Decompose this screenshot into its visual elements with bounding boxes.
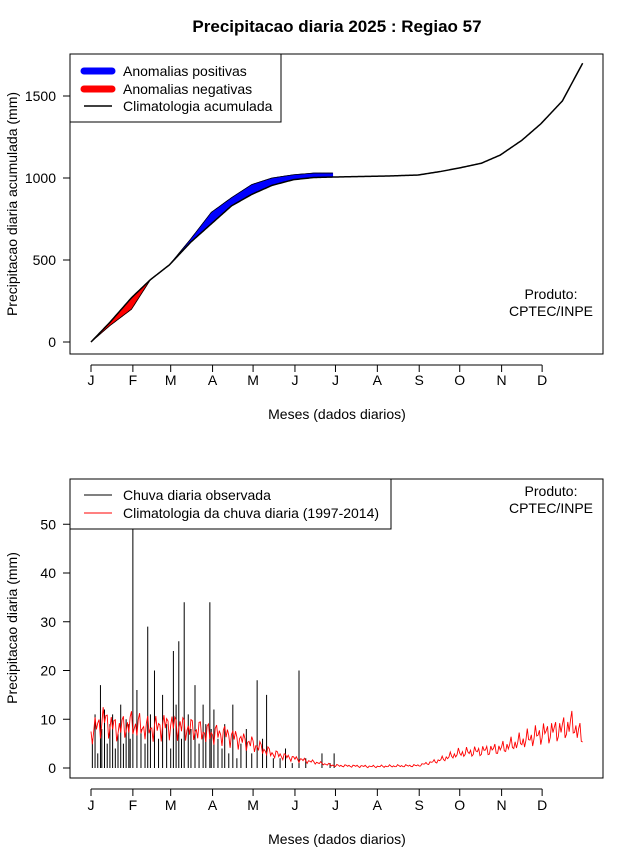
x-month-top-tick-label: M (165, 372, 177, 388)
x-month-top-tick-label: D (537, 372, 547, 388)
y-axis-daily: 0 10 20 30 40 50 (40, 516, 71, 776)
x-month-bottom-tick-label: M (165, 797, 177, 813)
x-month-top-tick-label: J (291, 372, 298, 388)
legend-label-negative: Anomalias negativas (123, 81, 252, 97)
x-month-bottom-tick-label: S (415, 797, 424, 813)
daily-series (90, 499, 583, 769)
legend-bottom: Chuva diaria observada Climatologia da c… (69, 478, 392, 530)
y-daily-tick-label: 30 (40, 614, 56, 630)
x-month-bottom-tick-label: N (497, 797, 507, 813)
y-cumulative-tick-label: 1500 (25, 88, 56, 104)
chart-title: Precipitacao diaria 2025 : Regiao 57 (192, 17, 481, 36)
x-month-top-tick-label: A (208, 372, 218, 388)
legend-box-bottom (69, 478, 392, 530)
y-axis-label-cumulative: Precipitacao diaria acumulada (mm) (4, 92, 20, 316)
legend-top: Anomalias positivas Anomalias negativas … (69, 53, 282, 123)
x-month-bottom-tick-label: J (88, 797, 95, 813)
x-month-top-tick-label: A (373, 372, 383, 388)
x-month-bottom-tick-label: J (291, 797, 298, 813)
product-label-bottom: Produto: (525, 483, 578, 499)
product-source-top: CPTEC/INPE (509, 303, 593, 319)
y-cumulative-tick-label: 1000 (25, 170, 56, 186)
y-axis-cumulative: 0 500 1000 1500 (25, 88, 71, 350)
cumulative-series (90, 62, 584, 343)
x-month-bottom-tick-label: M (247, 797, 259, 813)
observed-cumulative-outline (90, 172, 333, 343)
x-month-top-tick-label: S (415, 372, 424, 388)
legend-label-observed: Chuva diaria observada (123, 487, 271, 503)
x-month-bottom-tick-label: A (208, 797, 218, 813)
y-cumulative-tick-label: 500 (33, 252, 57, 268)
daily-precipitation-chart: 0 10 20 30 40 50 J F M A M J J A S O N D Precipitacao di… (4, 478, 604, 847)
x-month-bottom-tick-label: O (454, 797, 465, 813)
cumulative-precipitation-chart: 0 500 1000 1500 J F M A M J J A S O N D Precipitacao d… (4, 53, 604, 422)
climatology-daily-line (90, 707, 583, 769)
y-daily-tick-label: 50 (40, 516, 56, 532)
legend-label-climatology-daily: Climatologia da chuva diaria (1997-2014) (123, 505, 379, 521)
y-axis-label-daily: Precipitacao diaria (mm) (4, 552, 20, 704)
x-month-top-tick-label: J (332, 372, 339, 388)
x-month-top-tick-label: F (129, 372, 138, 388)
x-month-top-tick-label: N (497, 372, 507, 388)
y-daily-tick-label: 10 (40, 711, 56, 727)
climatology-cumulative-line (90, 62, 584, 343)
legend-label-positive: Anomalias positivas (123, 63, 247, 79)
product-label-top: Produto: (525, 286, 578, 302)
x-month-top-tick-label: O (454, 372, 465, 388)
x-axis-label-top: Meses (dados diarios) (268, 406, 406, 422)
x-month-bottom-tick-label: F (129, 797, 138, 813)
y-daily-tick-label: 20 (40, 663, 56, 679)
product-source-bottom: CPTEC/INPE (509, 500, 593, 516)
x-month-bottom-tick-label: A (373, 797, 383, 813)
y-daily-tick-label: 0 (48, 760, 56, 776)
legend-label-climatology: Climatologia acumulada (123, 98, 273, 114)
x-month-top-tick-label: M (247, 372, 259, 388)
x-month-bottom-tick-label: J (332, 797, 339, 813)
y-daily-tick-label: 40 (40, 565, 56, 581)
x-month-top-tick-label: J (88, 372, 95, 388)
y-cumulative-tick-label: 0 (48, 334, 56, 350)
x-axis-label-bottom: Meses (dados diarios) (268, 831, 406, 847)
x-month-bottom-tick-label: D (537, 797, 547, 813)
